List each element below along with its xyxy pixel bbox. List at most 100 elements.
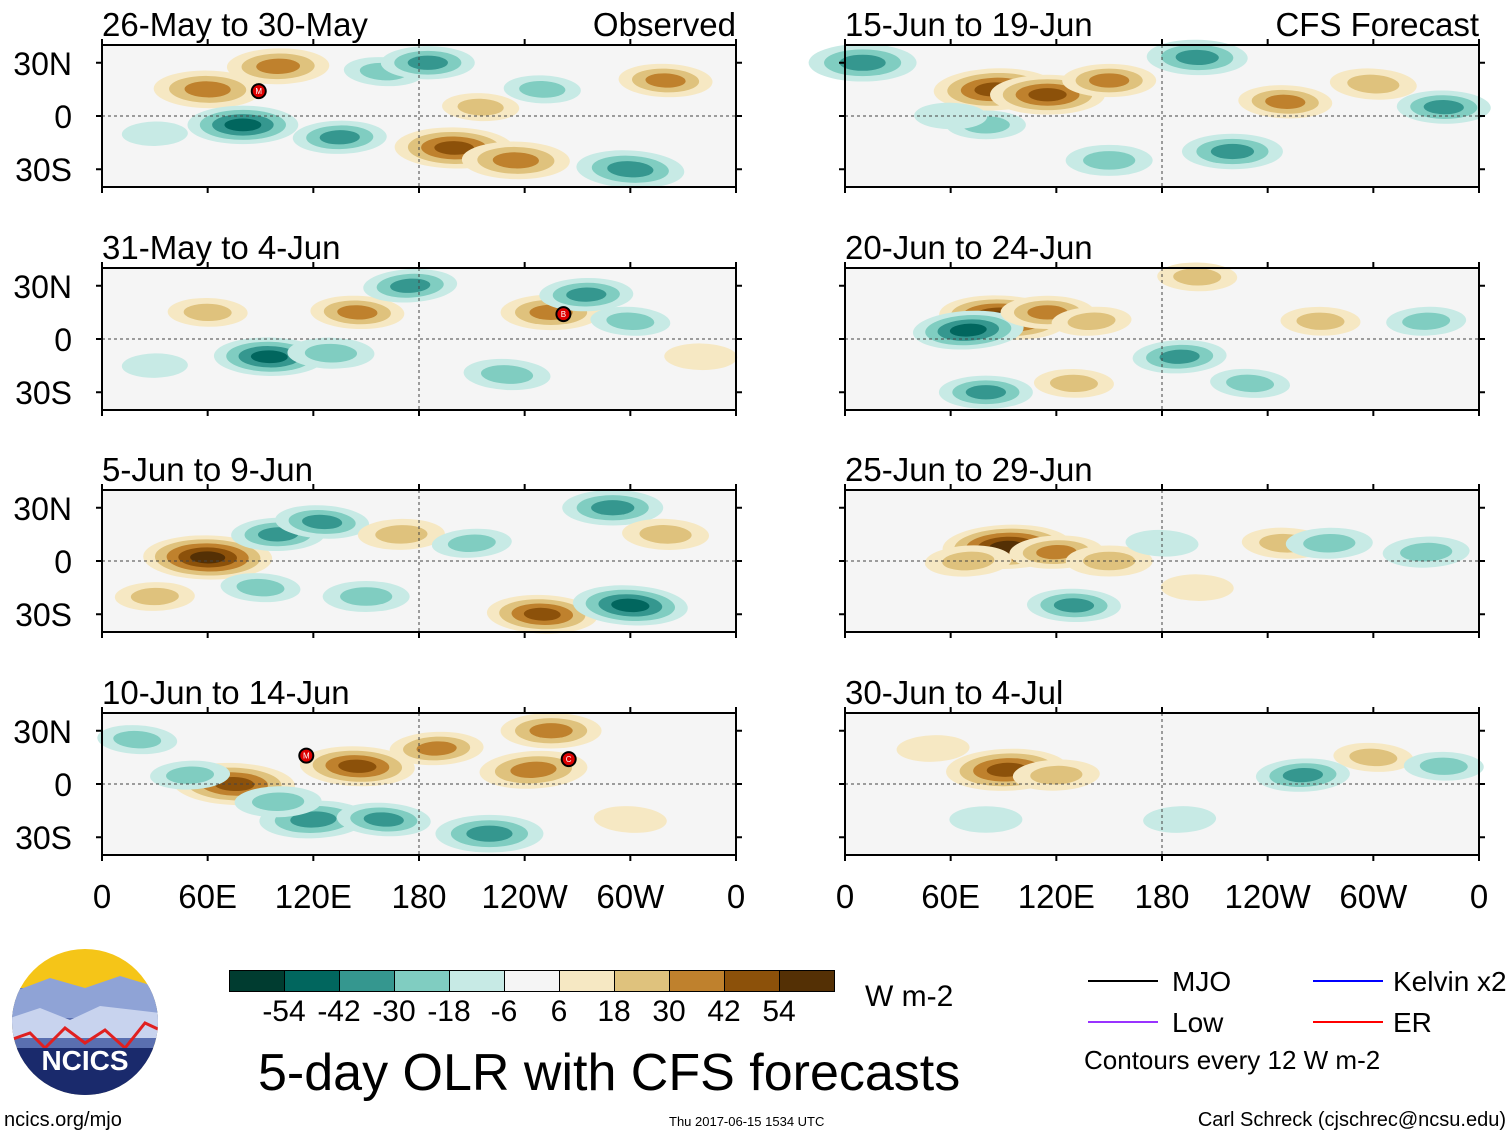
olr-anomaly-shade: [407, 55, 448, 70]
latitude-label: 30N: [13, 714, 72, 750]
olr-anomaly-shade: [1160, 574, 1234, 601]
footer-url[interactable]: ncics.org/mjo: [4, 1109, 122, 1131]
olr-anomaly-shade: [337, 305, 378, 320]
olr-anomaly-shade: [1030, 765, 1083, 785]
colorbar-tick-label: -42: [317, 995, 361, 1028]
olr-anomaly-shade: [529, 723, 573, 739]
olr-map-panel: [96, 484, 742, 638]
legend-line-er: [1313, 1021, 1383, 1023]
colorbar-swatch: [339, 970, 395, 992]
olr-anomaly-shade: [340, 587, 393, 606]
latitude-label: 30N: [13, 269, 72, 305]
legend-label-er: ER: [1393, 1007, 1432, 1038]
olr-anomaly-shade: [1067, 312, 1116, 330]
storm-marker: B: [555, 306, 572, 323]
longitude-label: 120E: [1017, 878, 1095, 915]
olr-anomaly-shade: [1226, 374, 1275, 393]
ncics-logo: NCICS: [12, 949, 158, 1095]
legend-line-mjo: [1088, 980, 1158, 982]
longitude-label: 60E: [921, 878, 981, 915]
colorbar-swatch: [504, 970, 560, 992]
colorbar-swatch: [614, 970, 670, 992]
colorbar-tick-label: 42: [707, 995, 741, 1028]
colorbar-tick-label: 6: [550, 995, 568, 1028]
olr-map-panel: [839, 707, 1485, 861]
olr-anomaly-shade: [252, 792, 305, 812]
longitude-label: 0: [835, 878, 855, 915]
footer-author: Carl Schreck (cjschrec@ncsu.edu): [1197, 1109, 1506, 1131]
olr-anomaly-shade: [896, 735, 970, 762]
colorbar-tick-label: 54: [762, 995, 796, 1028]
olr-anomaly-shade: [190, 551, 226, 564]
legend-line-low: [1088, 1021, 1158, 1023]
olr-anomaly-shade: [1036, 544, 1077, 560]
olr-anomaly-shade: [166, 766, 215, 784]
olr-anomaly-shade: [480, 365, 534, 384]
olr-anomaly-shade: [457, 98, 504, 116]
olr-anomaly-shade: [593, 806, 667, 833]
olr-anomaly-shade: [607, 161, 654, 178]
storm-marker: M: [298, 747, 315, 764]
olr-anomaly-shade: [121, 353, 188, 378]
panel-date-range: 25-Jun to 29-Jun: [845, 451, 1093, 488]
olr-anomaly-shade: [183, 303, 232, 322]
longitude-label: 0: [1469, 878, 1489, 915]
storm-letter: M: [255, 87, 262, 96]
longitude-label: 180: [1134, 878, 1190, 915]
olr-anomaly-shade: [1349, 748, 1398, 767]
legend-label-kelvin: Kelvin x2: [1393, 966, 1507, 997]
olr-anomaly-shade: [416, 741, 457, 756]
colorbar-swatch: [449, 970, 505, 992]
olr-anomaly-shade: [1143, 806, 1217, 833]
olr-anomaly-shade: [566, 287, 607, 302]
colorbar-swatch: [284, 970, 340, 992]
olr-anomaly-shade: [1419, 757, 1468, 775]
panel-date-range: 15-Jun to 19-Jun: [845, 6, 1093, 43]
olr-anomaly-shade: [1089, 73, 1130, 88]
observed-column-label: Observed: [592, 6, 736, 43]
olr-anomaly-shade: [1125, 529, 1199, 557]
longitude-label: 180: [391, 878, 447, 915]
olr-anomaly-shade: [1159, 349, 1200, 364]
olr-anomaly-shade: [290, 811, 337, 828]
footer-timestamp: Thu 2017-06-15 1534 UTC: [669, 1114, 825, 1129]
logo-text: NCICS: [41, 1045, 128, 1076]
colorbar-tick-label: 30: [652, 995, 686, 1028]
colorbar-tick-label: -30: [372, 995, 416, 1028]
olr-anomaly-shade: [1265, 94, 1306, 109]
latitude-label: 0: [54, 322, 72, 358]
longitude-label: 60W: [596, 878, 665, 915]
olr-anomaly-shade: [256, 58, 301, 74]
longitude-label: 120W: [481, 878, 568, 915]
olr-anomaly-shade: [510, 761, 557, 778]
panel-date-range: 31-May to 4-Jun: [102, 229, 341, 266]
panel-date-range: 10-Jun to 14-Jun: [102, 674, 350, 711]
storm-marker: C: [560, 751, 577, 768]
olr-anomaly-shade: [1053, 598, 1095, 613]
olr-anomaly-shade: [113, 730, 162, 749]
latitude-label: 0: [54, 767, 72, 803]
olr-anomaly-shade: [942, 551, 995, 571]
olr-anomaly-shade: [1175, 49, 1219, 66]
olr-anomaly-shade: [645, 73, 686, 88]
longitude-label: 60W: [1339, 878, 1408, 915]
panel-date-range: 30-Jun to 4-Jul: [845, 674, 1064, 711]
latitude-label: 0: [54, 544, 72, 580]
colorbar-tick-label: -54: [262, 995, 306, 1028]
legend-label-low: Low: [1172, 1007, 1224, 1038]
olr-anomaly-shade: [965, 385, 1007, 400]
olr-anomaly-shade: [130, 587, 179, 606]
latitude-label: 30S: [15, 597, 72, 633]
panel-date-range: 5-Jun to 9-Jun: [102, 451, 313, 488]
olr-map-panel: M: [96, 39, 742, 193]
olr-anomaly-shade: [447, 534, 496, 552]
olr-anomaly-shade: [304, 343, 358, 363]
latitude-label: 30S: [15, 152, 72, 188]
olr-anomaly-shade: [664, 343, 738, 371]
olr-anomaly-shade: [319, 130, 360, 145]
latitude-label: 30S: [15, 375, 72, 411]
olr-anomaly-shade: [639, 525, 692, 544]
storm-letter: M: [303, 752, 310, 761]
olr-anomaly-shade: [390, 278, 431, 293]
olr-anomaly-shade: [1303, 533, 1356, 553]
